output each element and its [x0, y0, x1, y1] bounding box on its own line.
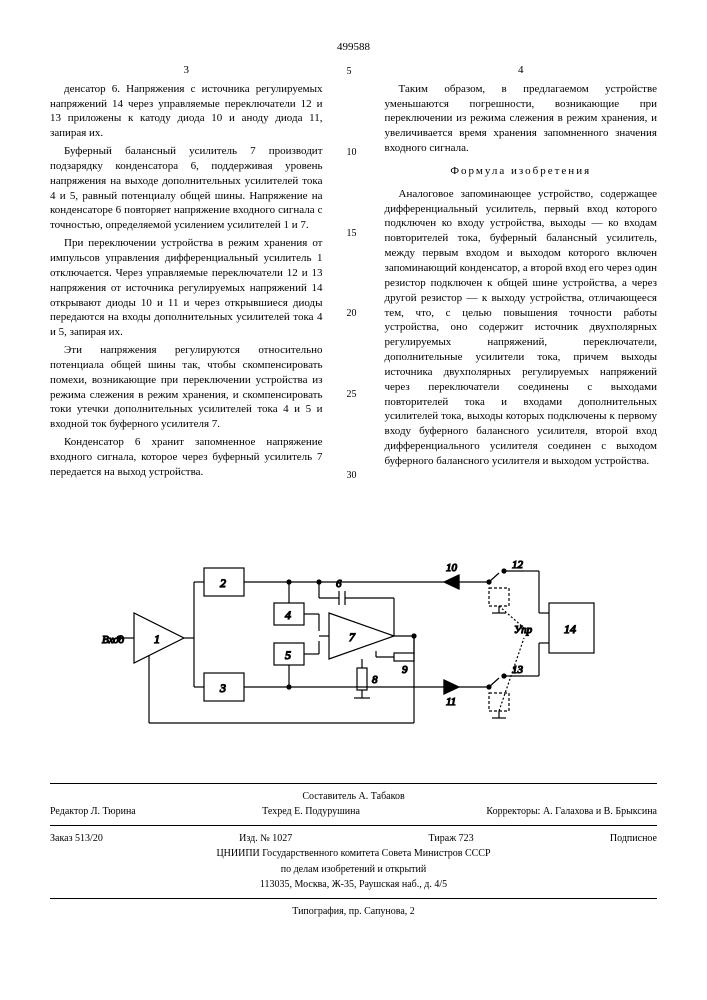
ctrl-label: Упр	[514, 624, 533, 636]
block-5-label: 5	[285, 648, 291, 662]
line-num: 10	[347, 146, 361, 160]
footer-correctors: Корректоры: А. Галахова и В. Брыксина	[486, 805, 657, 819]
formula-text: Аналоговое запоминающее устройство, соде…	[385, 187, 658, 469]
block-6-label: 6	[336, 578, 342, 590]
footer: Составитель А. Табаков Редактор Л. Тюрин…	[50, 783, 657, 919]
left-column: 3 денсатор 6. Напряжения с источника рег…	[50, 63, 323, 483]
para: Буферный балансный усилитель 7 производи…	[50, 144, 323, 233]
line-num: 20	[347, 307, 361, 321]
para: Таким образом, в предлагаемом устройстве…	[385, 82, 658, 156]
footer-typography: Типография, пр. Сапунова, 2	[50, 905, 657, 919]
input-label: Вход	[102, 634, 125, 646]
patent-number: 499588	[50, 40, 657, 55]
footer-editor: Редактор Л. Тюрина	[50, 805, 136, 819]
block-8-label: 8	[372, 674, 378, 686]
left-page-num: 3	[50, 63, 323, 78]
block-13-label: 13	[512, 664, 524, 676]
block-4-label: 4	[285, 608, 291, 622]
text-columns: 3 денсатор 6. Напряжения с источника рег…	[50, 63, 657, 483]
footer-order: Заказ 513/20	[50, 832, 103, 846]
para: денсатор 6. Напряжения с источника регул…	[50, 82, 323, 141]
block-1-label: 1	[154, 632, 160, 646]
line-num: 15	[347, 227, 361, 241]
para: Эти напряжения регулируются относительно…	[50, 343, 323, 432]
footer-compiler: Составитель А. Табаков	[50, 790, 657, 804]
circuit-diagram: 1 Вход 2 3 4 5 6	[94, 513, 614, 743]
footer-tirazh: Тираж 723	[429, 832, 474, 846]
formula-title: Формула изобретения	[385, 164, 658, 179]
footer-izd: Изд. № 1027	[239, 832, 292, 846]
block-3-label: 3	[219, 681, 226, 695]
block-10-label: 10	[446, 562, 458, 574]
footer-org1: ЦНИИПИ Государственного комитета Совета …	[50, 847, 657, 861]
line-number-gutter: 5 10 15 20 25 30	[347, 63, 361, 483]
block-12-label: 12	[512, 559, 524, 571]
para: Конденсатор 6 хранит запомненное напряже…	[50, 435, 323, 480]
block-14-label: 14	[564, 622, 576, 636]
line-num: 5	[347, 65, 361, 79]
block-11-label: 11	[446, 696, 456, 708]
block-2-label: 2	[220, 576, 226, 590]
footer-org2: по делам изобретений и открытий	[50, 863, 657, 877]
block-9-label: 9	[402, 664, 408, 676]
footer-podpisnoe: Подписное	[610, 832, 657, 846]
footer-address: 113035, Москва, Ж-35, Раушская наб., д. …	[50, 878, 657, 892]
right-page-num: 4	[385, 63, 658, 78]
block-7-label: 7	[349, 630, 356, 644]
line-num: 25	[347, 388, 361, 402]
para: При переключении устройства в режим хран…	[50, 236, 323, 340]
footer-techred: Техред Е. Подурушина	[262, 805, 360, 819]
line-num: 30	[347, 469, 361, 483]
right-column: 4 Таким образом, в предлагаемом устройст…	[385, 63, 658, 483]
